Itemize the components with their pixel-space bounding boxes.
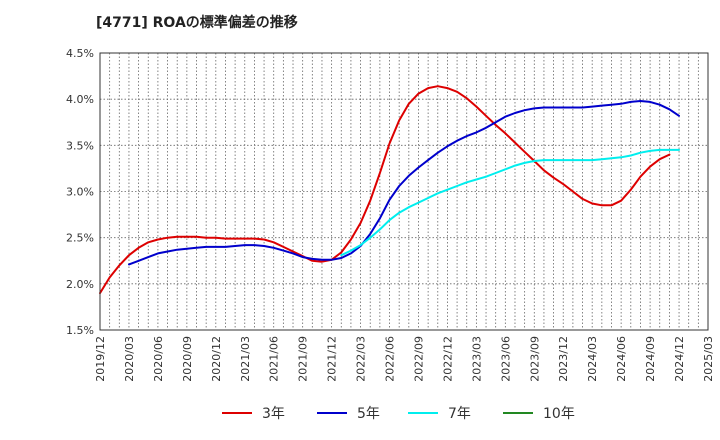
chart-title: [4771] ROAの標準偏差の推移 bbox=[96, 15, 298, 31]
x-tick-label: 2021/03 bbox=[239, 336, 252, 382]
x-tick-label: 2020/12 bbox=[210, 336, 223, 382]
series-lines bbox=[99, 85, 680, 295]
legend-label: 10年 bbox=[543, 406, 575, 422]
legend: 3年 5年 7年 10年 bbox=[222, 406, 575, 422]
x-tick-label: 2021/09 bbox=[297, 336, 310, 382]
y-tick-label: 2.0% bbox=[66, 278, 94, 291]
x-tick-label: 2024/12 bbox=[673, 336, 686, 382]
x-tick-label: 2020/06 bbox=[152, 336, 165, 382]
x-tick-label: 2022/12 bbox=[441, 336, 454, 382]
x-axis: 2019/12 2020/03 2020/06 2020/09 2020/12 2021/… bbox=[94, 336, 715, 382]
y-axis: 1.5% 2.0% 2.5% 3.0% 3.5% 4.0% 4.5% bbox=[66, 47, 94, 337]
x-tick-label: 2023/06 bbox=[499, 336, 512, 382]
series-line-1 bbox=[99, 85, 671, 295]
legend-label: 5年 bbox=[357, 406, 380, 422]
x-tick-label: 2022/06 bbox=[384, 336, 397, 382]
y-tick-label: 1.5% bbox=[66, 324, 94, 337]
series-line-2 bbox=[128, 100, 680, 266]
x-tick-label: 2024/09 bbox=[644, 336, 657, 382]
y-tick-label: 2.5% bbox=[66, 232, 94, 245]
x-tick-label: 2023/12 bbox=[557, 336, 570, 382]
x-tick-label: 2025/03 bbox=[702, 336, 715, 382]
x-tick-label: 2024/06 bbox=[615, 336, 628, 382]
x-tick-label: 2019/12 bbox=[94, 336, 107, 382]
series-line-3 bbox=[340, 148, 680, 257]
x-tick-label: 2024/03 bbox=[586, 336, 599, 382]
y-tick-label: 3.0% bbox=[66, 186, 94, 199]
plot-background bbox=[100, 53, 708, 330]
x-tick-label: 2023/03 bbox=[470, 336, 483, 382]
x-tick-label: 2020/03 bbox=[123, 336, 136, 382]
x-tick-label: 2021/12 bbox=[326, 336, 339, 382]
y-tick-label: 4.5% bbox=[66, 47, 94, 60]
x-tick-label: 2023/09 bbox=[528, 336, 541, 382]
legend-label: 7年 bbox=[448, 406, 471, 422]
y-tick-label: 3.5% bbox=[66, 139, 94, 152]
plot-frame bbox=[99, 52, 709, 331]
x-tick-label: 2022/03 bbox=[355, 336, 368, 382]
y-tick-label: 4.0% bbox=[66, 93, 94, 106]
x-tick-label: 2020/09 bbox=[181, 336, 194, 382]
legend-label: 3年 bbox=[262, 406, 285, 422]
x-tick-label: 2021/06 bbox=[268, 336, 281, 382]
x-tick-label: 2022/09 bbox=[412, 336, 425, 382]
